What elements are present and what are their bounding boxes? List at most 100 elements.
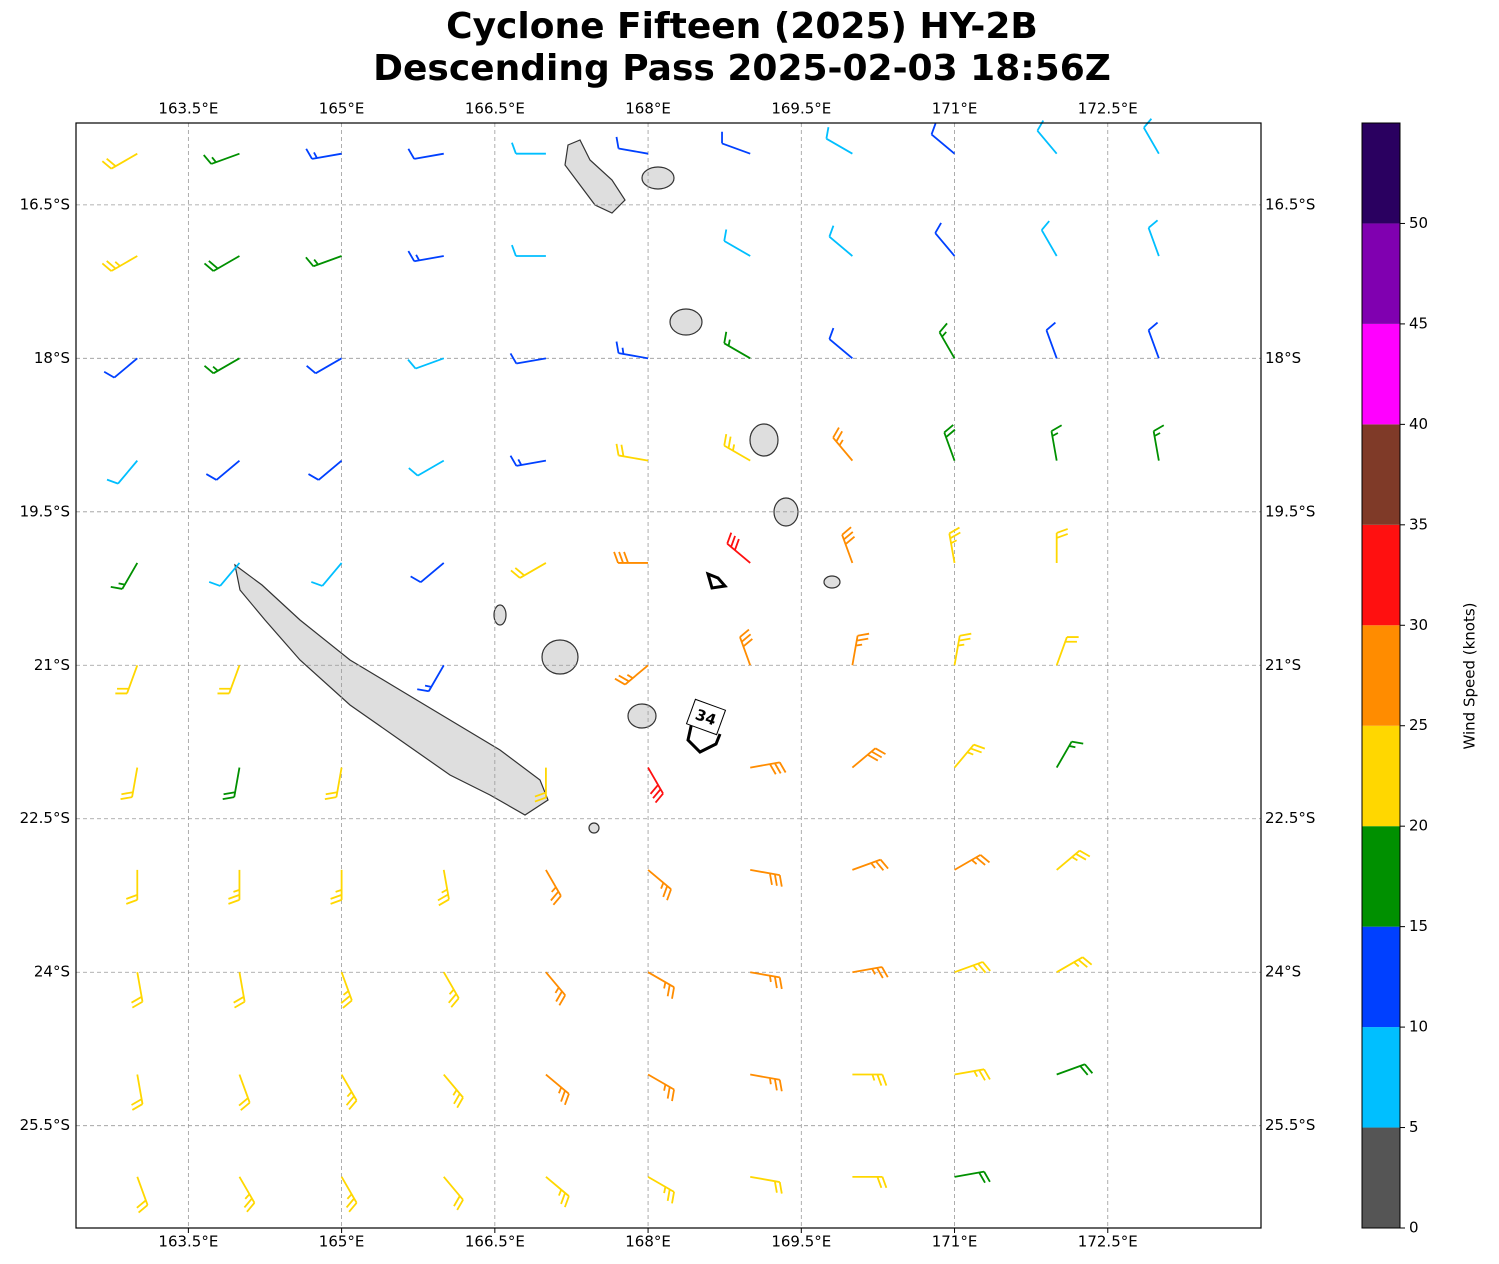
chart-title: Cyclone Fifteen (2025) HY-2B xyxy=(446,6,1038,47)
wind-barb xyxy=(131,1074,144,1111)
colorbar-bin xyxy=(1362,725,1400,827)
wind-barb xyxy=(545,1073,570,1106)
island xyxy=(564,139,626,214)
wind-barb xyxy=(407,148,444,160)
wind-barb xyxy=(238,1176,256,1213)
wind-barb xyxy=(110,562,139,590)
wind-barb xyxy=(938,322,956,359)
wind-barb xyxy=(739,628,753,666)
colorbar-bin xyxy=(1362,323,1400,425)
colorbar-bin xyxy=(1362,1027,1400,1128)
y-tick-label: 24°S xyxy=(34,963,70,981)
wind-barb xyxy=(851,747,886,769)
wind-barb xyxy=(228,869,241,905)
wind-barb xyxy=(233,972,246,1009)
wind-barb xyxy=(852,1175,888,1189)
x-tick-label: 171°E xyxy=(932,1233,978,1251)
island xyxy=(669,308,703,336)
wind-barb xyxy=(615,341,649,360)
wind-barb xyxy=(217,664,241,695)
wind-barb xyxy=(954,1170,991,1184)
contour-line xyxy=(686,721,722,754)
y-tick-label: 24°S xyxy=(1265,963,1301,981)
colorbar-bin xyxy=(1362,123,1400,224)
wind-barb xyxy=(511,244,546,257)
colorbar-tick-label: 15 xyxy=(1409,917,1428,935)
wind-barb xyxy=(120,767,139,801)
wind-barb xyxy=(407,250,444,263)
x-tick-label: 165°E xyxy=(319,1233,365,1251)
colorbar-tick-label: 40 xyxy=(1409,415,1428,433)
colorbar: 0 5 10 15 20 25 30 35 40 45 50 xyxy=(1361,122,1428,1237)
x-tick-label: 172.5°E xyxy=(1078,100,1138,118)
wind-barb xyxy=(308,459,343,481)
colorbar-tick-label: 0 xyxy=(1409,1219,1419,1237)
wind-barb xyxy=(953,743,986,769)
x-tick-label: 168°E xyxy=(625,1233,671,1251)
contour: 34 xyxy=(685,571,728,754)
colorbar-tick-label: 20 xyxy=(1409,817,1428,835)
wind-barb xyxy=(545,869,562,906)
wind-barb xyxy=(1152,424,1165,461)
wind-barb xyxy=(825,127,853,155)
colorbar-bin xyxy=(1362,223,1400,324)
wind-barb xyxy=(511,142,546,155)
land xyxy=(234,139,841,834)
x-tick-label: 172.5°E xyxy=(1078,1233,1138,1251)
wind-barb xyxy=(750,1175,783,1194)
island xyxy=(823,575,841,589)
wind-barb xyxy=(614,664,649,686)
wind-barb xyxy=(647,869,672,901)
x-tick-label: 166.5°E xyxy=(465,100,525,118)
wind-barb xyxy=(534,767,547,803)
wind-barb xyxy=(726,532,751,564)
colorbar-tick-label: 35 xyxy=(1409,515,1428,533)
wind-barb xyxy=(948,526,961,564)
wind-barb xyxy=(545,971,566,1006)
island xyxy=(588,822,600,834)
grid xyxy=(76,123,1261,1228)
wind-barb xyxy=(750,761,787,775)
colorbar-tick-label: 45 xyxy=(1409,314,1428,332)
wind-barb xyxy=(723,331,751,360)
wind-barb xyxy=(203,152,240,165)
wind-barb xyxy=(930,123,956,155)
y-tick-label: 21°S xyxy=(1265,656,1301,674)
wind-barb xyxy=(852,858,889,871)
wind-barb xyxy=(510,562,547,579)
wind-barb xyxy=(723,229,751,257)
wind-barb xyxy=(324,767,343,801)
wind-barb xyxy=(828,327,853,360)
x-tick-label: 163.5°E xyxy=(158,1233,218,1251)
wind-barb xyxy=(954,854,991,871)
y-tick-label: 19.5°S xyxy=(1265,502,1315,520)
wind-barb xyxy=(1040,220,1058,257)
y-tick-label: 22.5°S xyxy=(1265,809,1315,827)
wind-barb xyxy=(238,1074,251,1111)
colorbar-bin xyxy=(1362,424,1400,525)
wind-barb xyxy=(103,357,138,379)
wind-barb xyxy=(437,869,450,907)
wind-barb xyxy=(1143,118,1160,155)
x-tick-label: 169.5°E xyxy=(771,100,831,118)
wind-barb xyxy=(408,459,445,477)
wind-barb xyxy=(1147,321,1160,359)
wind-barb xyxy=(647,1073,675,1102)
colorbar-bin xyxy=(1362,1127,1400,1228)
y-tick-label: 25.5°S xyxy=(20,1116,70,1134)
colorbar-bin xyxy=(1362,926,1400,1028)
barbs xyxy=(101,118,1165,1214)
y-tick-label: 22.5°S xyxy=(20,809,70,827)
wind-barb xyxy=(305,148,342,160)
wind-barb xyxy=(443,1176,464,1211)
wind-barb xyxy=(311,562,343,587)
colorbar-bin xyxy=(1362,826,1400,927)
wind-barb xyxy=(222,767,241,801)
colorbar-frame xyxy=(1361,122,1401,1229)
island xyxy=(641,166,675,190)
island xyxy=(541,639,579,675)
chart-subtitle: Descending Pass 2025-02-03 18:56Z xyxy=(373,48,1111,89)
wind-barb xyxy=(832,427,854,462)
colorbar-bin xyxy=(1362,524,1400,626)
